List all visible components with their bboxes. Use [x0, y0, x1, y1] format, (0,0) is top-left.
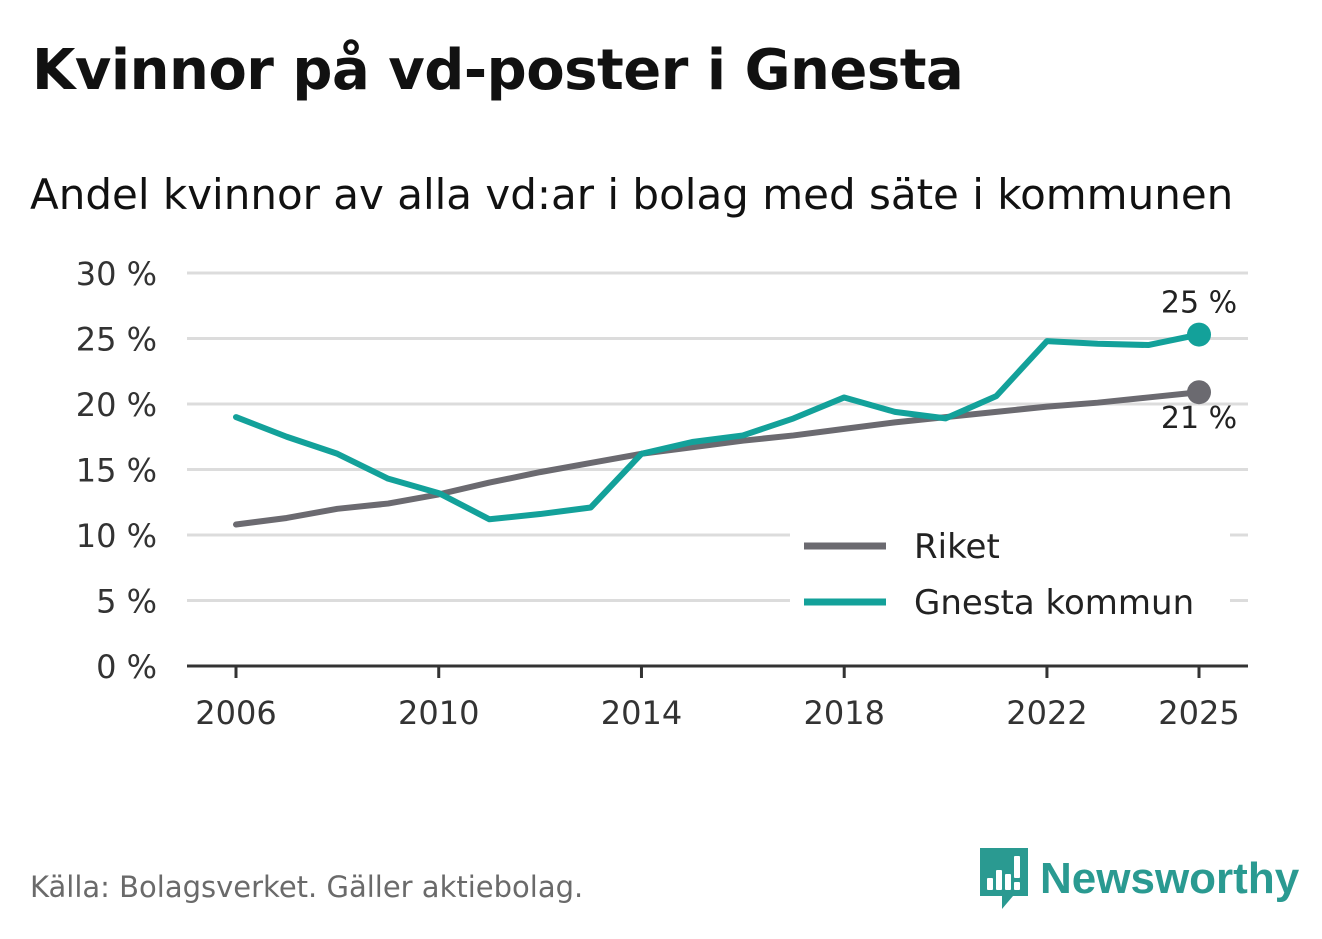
series-lines	[233, 322, 1211, 528]
y-tick-label: 10 %	[76, 517, 157, 555]
end-value-label: 25 %	[1161, 286, 1237, 321]
x-tick-label: 2006	[195, 694, 276, 732]
x-tick-label: 2025	[1158, 694, 1239, 732]
line-chart: 2006 2010 2014 2018 2022 2025 0 % 5 % 10 % 15 % 2…	[76, 255, 1248, 732]
end-labels: 21 % 25 %	[1161, 286, 1237, 437]
newsworthy-logo: Newsworthy	[980, 848, 1299, 910]
legend-label: Gnesta kommun	[914, 583, 1194, 623]
x-tick-label: 2010	[398, 694, 479, 732]
y-axis: 0 % 5 % 10 % 15 % 20 % 25 % 30 %	[76, 255, 157, 686]
newsworthy-logo-text: Newsworthy	[1040, 854, 1300, 903]
y-tick-label: 30 %	[76, 255, 157, 293]
end-point	[1187, 322, 1211, 347]
x-tick-label: 2014	[601, 694, 682, 732]
legend: Riket Gnesta kommun	[790, 510, 1230, 640]
series-line-riket	[233, 389, 1202, 528]
end-point	[1187, 380, 1211, 405]
series-line-gnesta	[233, 331, 1202, 523]
x-axis: 2006 2010 2014 2018 2022 2025	[187, 664, 1248, 732]
chart-title: Kvinnor på vd-poster i Gnesta	[32, 38, 964, 103]
y-tick-label: 25 %	[76, 321, 157, 359]
x-tick-label: 2022	[1006, 694, 1087, 732]
end-value-label: 21 %	[1161, 401, 1237, 436]
legend-background	[790, 510, 1230, 640]
source-note: Källa: Bolagsverket. Gäller aktiebolag.	[30, 870, 584, 904]
x-tick-label: 2018	[803, 694, 884, 732]
y-tick-label: 0 %	[96, 648, 157, 686]
y-tick-label: 5 %	[96, 583, 157, 621]
chart-subtitle: Andel kvinnor av alla vd:ar i bolag med …	[30, 170, 1234, 219]
y-tick-label: 20 %	[76, 386, 157, 424]
y-tick-label: 15 %	[76, 452, 157, 490]
newsworthy-logo-icon	[980, 848, 1028, 909]
legend-label: Riket	[914, 527, 1000, 567]
